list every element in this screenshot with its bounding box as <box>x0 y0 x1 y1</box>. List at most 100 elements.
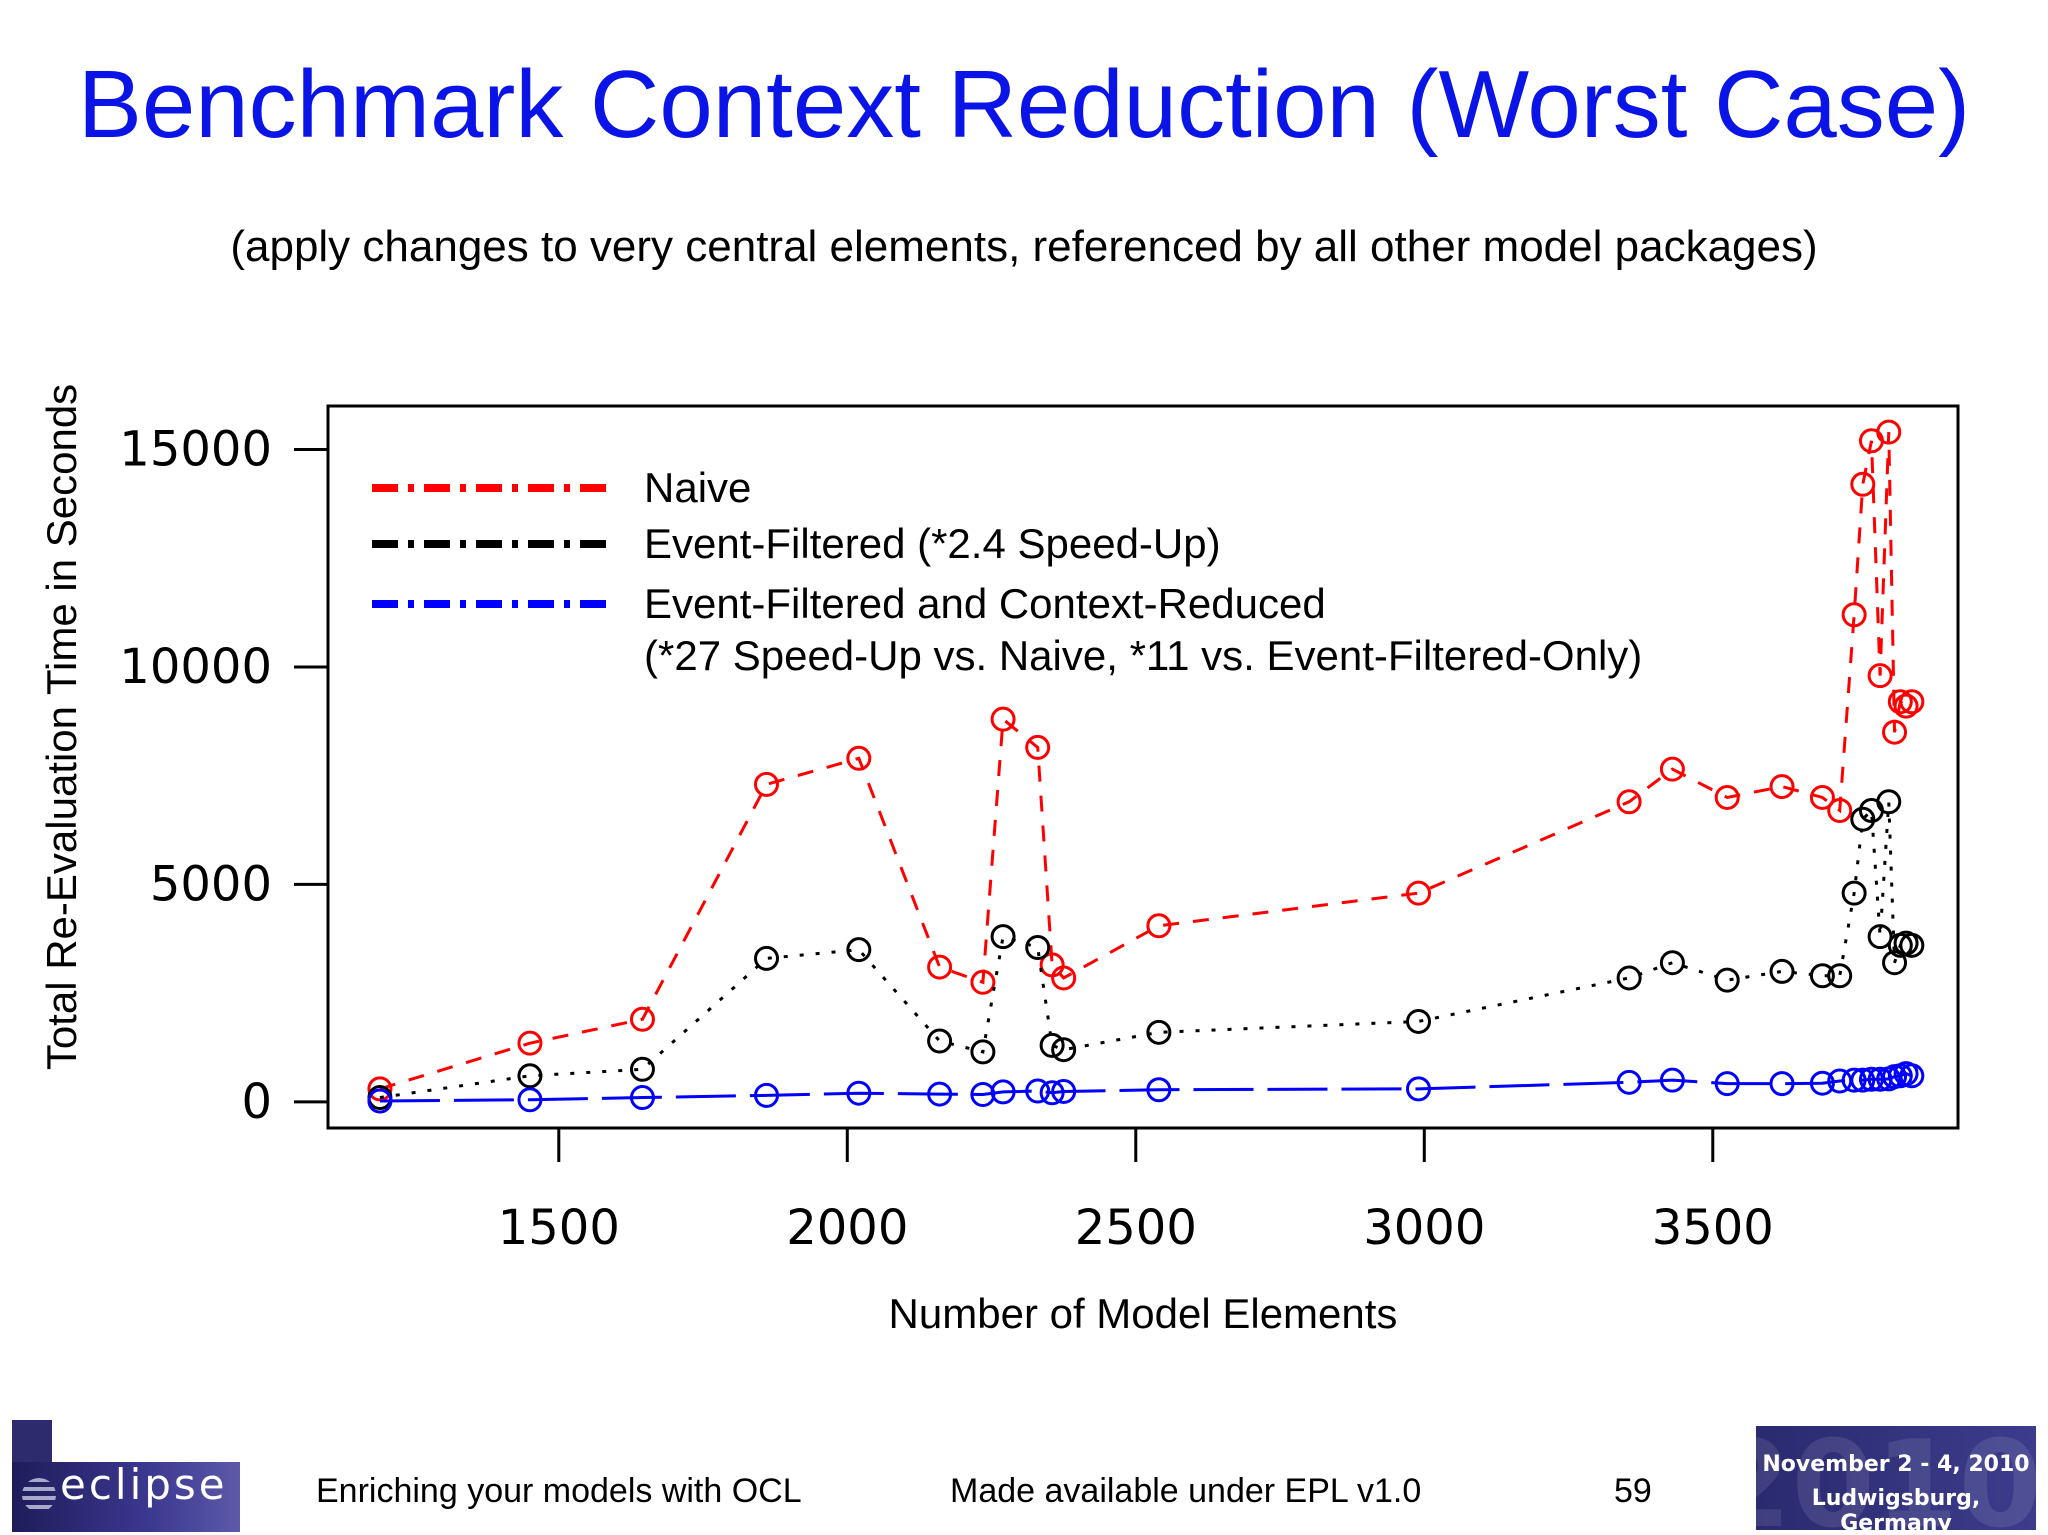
series-0-point <box>1714 784 1740 810</box>
eclipse-logo-globe-icon <box>22 1478 56 1512</box>
event-logo: 2010 November 2 - 4, 2010 Ludwigsburg, G… <box>1756 1426 2036 1530</box>
series-2-point <box>1841 1067 1867 1093</box>
benchmark-chart: 0 5000 10000 15000 1500 2000 2500 3000 3500 Numbe… <box>38 384 1960 1337</box>
event-location: Ludwigsburg, Germany <box>1811 1486 1981 1530</box>
series-0-point <box>1893 693 1919 719</box>
series-1-point <box>1769 958 1795 984</box>
eclipse-logo-text: eclipse <box>60 1460 228 1509</box>
series-2-point <box>517 1087 543 1113</box>
series-1-point <box>990 924 1016 950</box>
series-0-point <box>1827 797 1853 823</box>
series-2-point <box>629 1085 655 1111</box>
slide-title: Benchmark Context Reduction (Worst Case) <box>77 51 1971 158</box>
event-year-watermark: 2010 <box>1756 1426 2036 1530</box>
series-2-point <box>1899 1063 1925 1089</box>
eclipse-logo: eclipse <box>12 1420 240 1532</box>
series-0-point <box>629 1006 655 1032</box>
series-0-point <box>1850 471 1876 497</box>
series-2-point <box>1659 1067 1685 1093</box>
series-0-point <box>1406 880 1432 906</box>
series-0-point <box>1876 419 1902 445</box>
series-2-point <box>990 1079 1016 1105</box>
series-0-point <box>1809 784 1835 810</box>
footer-presentation-title: Enriching your models with OCL <box>316 1472 802 1510</box>
series-0-point <box>1146 913 1172 939</box>
y-tick-label: 15000 <box>119 421 272 477</box>
series-1-point <box>1809 963 1835 989</box>
series-2-point <box>1809 1070 1835 1096</box>
series-1-point <box>1051 1037 1077 1063</box>
series-1-point <box>1406 1008 1432 1034</box>
series-0-point <box>1769 774 1795 800</box>
series-0-point <box>846 745 872 771</box>
series-2-point <box>1039 1080 1065 1106</box>
series-2-point <box>1616 1069 1642 1095</box>
y-axis-label: Total Re-Evaluation Time in Seconds <box>38 384 85 1070</box>
legend-label: Event-Filtered and Context-Reduced <box>644 580 1326 627</box>
series-2-point <box>367 1088 393 1114</box>
series-1-point <box>1850 806 1876 832</box>
series-2-point <box>1769 1071 1795 1097</box>
series-2-point <box>970 1082 996 1108</box>
footer-license: Made available under EPL v1.0 <box>950 1472 1422 1510</box>
page-number: 59 <box>1614 1472 1652 1510</box>
series-1-point <box>1827 963 1853 989</box>
legend-label: Event-Filtered (*2.4 Speed-Up) <box>644 520 1221 567</box>
series-0-point <box>517 1030 543 1056</box>
x-tick-label: 2000 <box>786 1200 908 1256</box>
series-0-point <box>970 969 996 995</box>
series-0-point <box>1051 965 1077 991</box>
series-1-point <box>1899 932 1925 958</box>
series-2-point <box>1051 1078 1077 1104</box>
series-1-point <box>1841 880 1867 906</box>
series-0-point <box>1659 756 1685 782</box>
series-2-point <box>1850 1067 1876 1093</box>
x-tick-label: 2500 <box>1075 1200 1197 1256</box>
series-1-point <box>1039 1032 1065 1058</box>
y-tick-label: 5000 <box>150 856 272 912</box>
series-1-point <box>1659 950 1685 976</box>
series-0-point <box>990 706 1016 732</box>
y-tick-label: 0 <box>241 1074 272 1130</box>
event-date: November 2 - 4, 2010 <box>1762 1452 2030 1477</box>
x-tick-label: 1500 <box>498 1200 620 1256</box>
series-2-point <box>1146 1077 1172 1103</box>
series-1-point <box>846 937 872 963</box>
series-0-point <box>1882 719 1908 745</box>
series-2-point <box>1406 1076 1432 1102</box>
slide-subtitle: (apply changes to very central elements,… <box>230 222 1818 271</box>
x-tick-label: 3500 <box>1652 1200 1774 1256</box>
series-1-point <box>1616 965 1642 991</box>
series-2-point <box>927 1081 953 1107</box>
plot-frame <box>326 404 1960 1130</box>
x-tick-label: 3000 <box>1363 1200 1485 1256</box>
series-1-point <box>517 1063 543 1089</box>
y-tick-label: 10000 <box>119 639 272 695</box>
series-0-point <box>754 771 780 797</box>
series-0-point <box>1616 789 1642 815</box>
series-0-point <box>1887 689 1913 715</box>
series-1-point <box>1882 950 1908 976</box>
series-1-point <box>927 1028 953 1054</box>
series-0-point <box>1025 734 1051 760</box>
series-2-point <box>846 1080 872 1106</box>
series-0-point <box>927 954 953 980</box>
series-1-point <box>1714 967 1740 993</box>
series-1-point <box>1025 935 1051 960</box>
series-line-0 <box>379 432 1913 1091</box>
series-0-point <box>1867 663 1893 689</box>
x-axis-label: Number of Model Elements <box>889 1290 1398 1337</box>
series-2-point <box>1025 1078 1051 1104</box>
series-2-point <box>1714 1071 1740 1097</box>
series-1-point <box>1146 1019 1172 1045</box>
legend-label-line2: (*27 Speed-Up vs. Naive, *11 vs. Event-F… <box>644 632 1642 679</box>
series-1-point <box>970 1039 996 1065</box>
series-2-point <box>754 1082 780 1108</box>
series-1-point <box>1876 789 1902 815</box>
series-0-point <box>1841 602 1867 628</box>
series-line-1 <box>379 801 1913 1100</box>
legend-label: Naive <box>644 464 751 511</box>
series-1-point <box>1867 924 1893 950</box>
series-1-point <box>754 945 780 971</box>
series-0-point <box>1899 689 1925 715</box>
